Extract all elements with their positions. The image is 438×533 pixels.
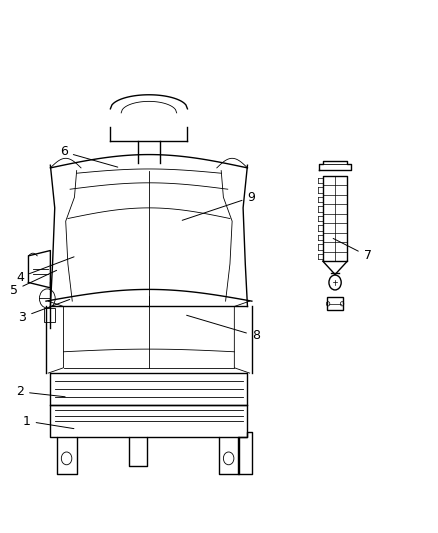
Text: 2: 2 [16, 385, 65, 398]
Text: 5: 5 [10, 270, 57, 297]
Bar [44, 308, 55, 322]
Text: 8: 8 [187, 315, 260, 342]
Text: 7: 7 [333, 238, 371, 262]
Text: 4: 4 [16, 257, 74, 284]
Text: 6: 6 [60, 146, 118, 167]
Text: 3: 3 [18, 300, 70, 324]
Text: 1: 1 [23, 415, 74, 429]
Bar [327, 297, 343, 310]
Text: 9: 9 [182, 191, 255, 220]
